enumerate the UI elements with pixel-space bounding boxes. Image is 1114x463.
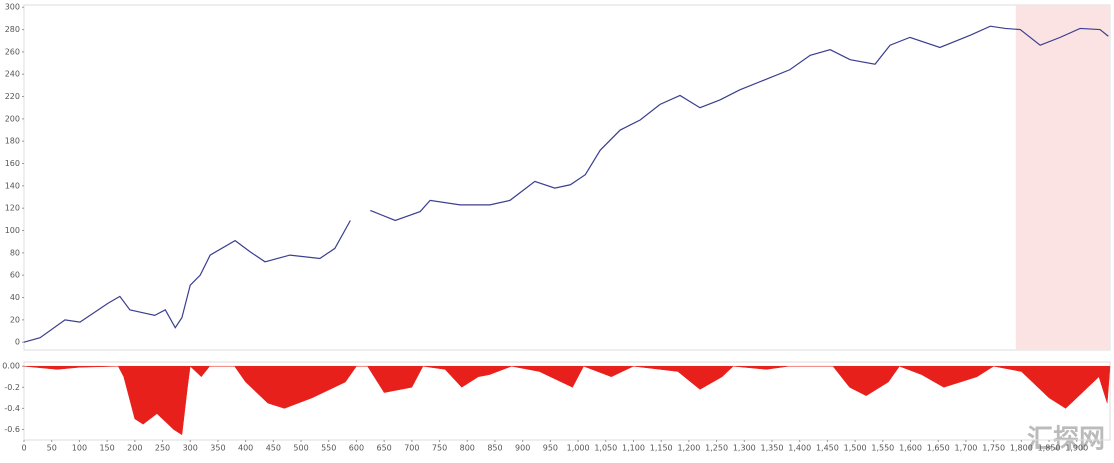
y-tick-label: 140 [5, 181, 20, 190]
x-tick-label: 900 [515, 444, 530, 453]
y-tick-label: 300 [5, 3, 20, 12]
x-tick-label: 400 [238, 444, 253, 453]
x-tick-label: 1,600 [899, 444, 922, 453]
x-tick-label: 50 [47, 444, 57, 453]
plot-frame [23, 361, 1111, 441]
y-tick-label: 40 [10, 293, 20, 302]
x-tick-label: 250 [155, 444, 170, 453]
highlight-region [1015, 5, 1110, 350]
x-tick-label: 1,400 [788, 444, 811, 453]
x-tick-label: 1,800 [1010, 444, 1033, 453]
y-tick-label: 0.00 [2, 362, 20, 371]
x-tick-label: 550 [321, 444, 336, 453]
x-tick-label: 600 [349, 444, 364, 453]
x-tick-label: 950 [543, 444, 558, 453]
x-tick-label: 100 [72, 444, 87, 453]
x-tick-label: 1,550 [871, 444, 894, 453]
y-tick-label: 180 [5, 137, 20, 146]
y-tick-label: 160 [5, 159, 20, 168]
x-tick-label: 1,350 [761, 444, 784, 453]
x-tick-label: 1,100 [622, 444, 645, 453]
y-tick-label: -0.2 [4, 383, 20, 392]
y-tick-label: 100 [5, 226, 20, 235]
y-tick-label: 60 [10, 271, 20, 280]
x-tick-label: 200 [127, 444, 142, 453]
y-tick-label: 120 [5, 204, 20, 213]
x-tick-label: 1,750 [982, 444, 1005, 453]
x-tick-label: 1,300 [733, 444, 756, 453]
x-tick-label: 1,450 [816, 444, 839, 453]
y-tick-label: 260 [5, 47, 20, 56]
x-tick-label: 1,000 [567, 444, 590, 453]
x-tick-label: 1,700 [954, 444, 977, 453]
x-tick-label: 1,500 [844, 444, 867, 453]
x-tick-label: 1,050 [594, 444, 617, 453]
y-tick-label: 200 [5, 114, 20, 123]
y-tick-label: 280 [5, 25, 20, 34]
x-tick-label: 450 [266, 444, 281, 453]
equity-line [370, 25, 1109, 222]
x-tick-label: 850 [487, 444, 502, 453]
x-tick-label: 300 [183, 444, 198, 453]
y-tick-label: 80 [10, 248, 20, 257]
x-tick-label: 350 [210, 444, 225, 453]
x-tick-label: 1,900 [1065, 444, 1088, 453]
x-tick-label: 150 [99, 444, 114, 453]
drawdown-area [23, 365, 1111, 436]
y-tick-label: 220 [5, 92, 20, 101]
x-tick-label: 750 [432, 444, 447, 453]
x-tick-label: 0 [21, 444, 26, 453]
x-tick-label: 1,850 [1038, 444, 1061, 453]
y-tick-label: -0.4 [4, 404, 20, 413]
x-tick-label: 1,250 [705, 444, 728, 453]
x-tick-label: 500 [293, 444, 308, 453]
x-tick-label: 1,650 [927, 444, 950, 453]
x-tick-label: 800 [460, 444, 475, 453]
y-tick-label: 0 [15, 338, 20, 347]
x-tick-label: 1,200 [677, 444, 700, 453]
x-tick-label: 1,150 [650, 444, 673, 453]
x-tick-label: 700 [404, 444, 419, 453]
x-tick-label: 650 [377, 444, 392, 453]
equity-line [23, 220, 351, 343]
y-tick-label: 240 [5, 70, 20, 79]
y-tick-label: 20 [10, 315, 20, 324]
y-tick-label: -0.6 [4, 425, 20, 434]
